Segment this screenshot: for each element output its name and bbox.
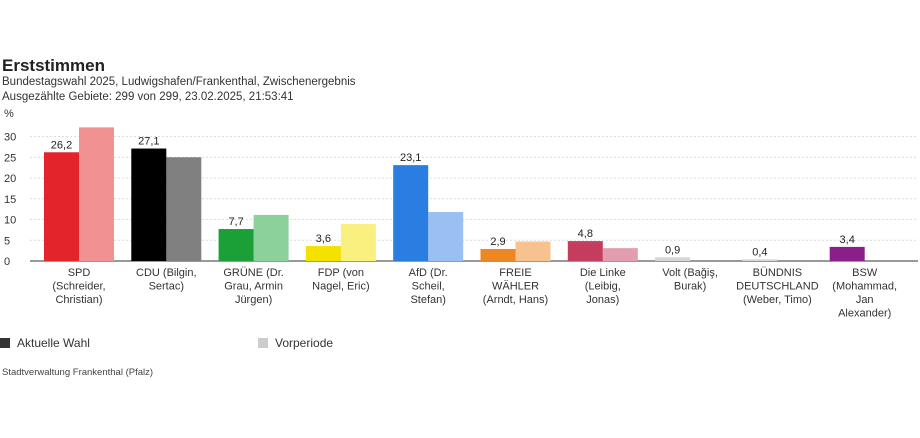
data-label: 0,4 [752, 246, 767, 258]
x-tick-label: Jan [856, 294, 874, 306]
data-label: 4,8 [578, 228, 593, 240]
data-label: 7,7 [228, 216, 243, 228]
x-tick-label: Alexander) [838, 308, 891, 320]
x-tick-label: Jonas) [586, 294, 619, 306]
legend-label-current: Aktuelle Wahl [17, 336, 90, 350]
x-tick-label: Sertac) [149, 281, 184, 293]
x-tick-label: (Weber, Timo) [743, 294, 812, 306]
x-tick-label: (Mohammad, [832, 281, 897, 293]
y-axis-unit: % [4, 108, 14, 120]
data-label: 27,1 [138, 136, 159, 148]
bar-previous [166, 157, 202, 261]
data-label: 26,2 [51, 139, 72, 151]
bar-current [218, 229, 254, 261]
bar-current [655, 257, 691, 261]
x-tick-label: Burak) [674, 281, 706, 293]
y-tick-label: 30 [4, 132, 16, 144]
x-tick-label: (Arndt, Hans) [483, 294, 548, 306]
x-tick-label: AfD (Dr. [409, 267, 448, 279]
bar-previous [515, 241, 551, 261]
data-label: 23,1 [400, 152, 421, 164]
x-tick-label: BSW [852, 267, 878, 279]
bar-chart: % 0 5 10 15 20 25 30 26,2 SPD (Schreider,Christian… [4, 108, 918, 320]
x-tick-label: Scheil, [412, 281, 445, 293]
legend-label-previous: Vorperiode [275, 336, 334, 350]
y-tick-label: 0 [4, 256, 10, 268]
bar-current [567, 241, 603, 261]
x-tick-label: Grau, Armin [224, 281, 283, 293]
bar-previous [602, 248, 638, 261]
source-note: Stadtverwaltung Frankenthal (Pfalz) [2, 367, 154, 378]
x-tick-label: Die Linke [580, 267, 626, 279]
x-tick-label: FDP (von [318, 267, 364, 279]
x-tick-label: (Leibig, [585, 281, 621, 293]
bar-previous [428, 212, 464, 261]
bar-current [829, 246, 865, 261]
legend-swatch-previous [258, 338, 268, 348]
x-tick-label: DEUTSCHLAND [736, 281, 819, 293]
x-tick-label: Stefan) [410, 294, 445, 306]
bar-previous [79, 127, 114, 262]
x-tick-label: WÄHLER [492, 281, 539, 293]
legend-item-previous[interactable]: Vorperiode [258, 336, 333, 350]
x-tick-label: SPD [68, 267, 91, 279]
y-tick-label: 10 [4, 215, 16, 227]
bar-current [44, 152, 79, 261]
x-tick-label: (Schreider, [52, 281, 105, 293]
y-tick-label: 5 [4, 235, 10, 247]
x-tick-label: BÜNDNIS [753, 267, 803, 279]
bar-current [480, 248, 516, 261]
data-label: 3,6 [316, 233, 331, 245]
y-tick-label: 20 [4, 173, 16, 185]
chart-subtitle: Bundestagswahl 2025, Ludwigshafen/Franke… [2, 76, 356, 88]
bar-current [393, 165, 429, 261]
legend-swatch-current [0, 338, 10, 348]
x-tick-label: Jürgen) [235, 294, 272, 306]
x-tick-label: Christian) [55, 294, 102, 306]
bar-previous [340, 224, 376, 261]
x-tick-label: Nagel, Eric) [312, 281, 369, 293]
x-tick-label: FREIE [499, 267, 531, 279]
data-label: 3,4 [840, 234, 855, 246]
x-tick-label: CDU (Bilgin, [136, 267, 197, 279]
bar-current [305, 246, 341, 261]
chart-title: Erststimmen [2, 56, 105, 75]
chart-subtitle-counted: Ausgezählte Gebiete: 299 von 299, 23.02.… [2, 91, 294, 103]
legend-item-current[interactable]: Aktuelle Wahl [0, 336, 90, 350]
bar-previous [253, 214, 289, 261]
y-tick-label: 15 [4, 194, 16, 206]
data-label: 0,9 [665, 244, 680, 256]
x-tick-label: GRÜNE (Dr. [223, 267, 284, 279]
bar-current [742, 259, 778, 261]
data-label: 2,9 [490, 236, 505, 248]
bar-current [131, 148, 167, 261]
y-tick-label: 25 [4, 152, 16, 164]
x-tick-label: Volt (Bağiş, [662, 267, 718, 279]
